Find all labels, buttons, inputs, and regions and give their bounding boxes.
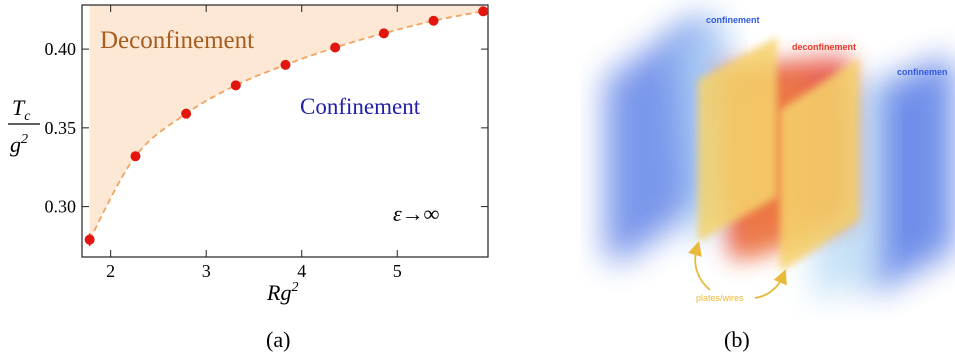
epsilon-limit-label: ε→∞: [393, 201, 440, 226]
data-point: [181, 108, 192, 119]
data-point: [478, 6, 489, 17]
data-point: [280, 59, 291, 70]
caption-b: (b): [724, 327, 750, 352]
plates-arrow-right: [754, 269, 787, 299]
plates-arrow-left: [688, 241, 711, 291]
caption-a: (a): [266, 327, 291, 352]
left-plate: [698, 37, 777, 242]
axis-ticks: 2 3 4 5 0.30 0.35 0.40: [45, 5, 488, 281]
y-tick-label: 0.30: [45, 197, 77, 217]
data-point: [84, 234, 95, 245]
data-point: [230, 80, 241, 91]
right-plate: [780, 58, 859, 272]
x-tick-label: 5: [393, 261, 402, 281]
fit-curve: [88, 10, 484, 241]
data-points: [84, 6, 489, 246]
svg-text:g2: g2: [10, 132, 28, 157]
data-point: [330, 42, 341, 53]
x-tick-label: 4: [297, 261, 306, 281]
svg-text:Tc: Tc: [12, 95, 31, 124]
data-point: [130, 151, 141, 162]
right-confinement-label: confinemen: [897, 67, 948, 77]
y-tick-label: 0.40: [45, 39, 77, 59]
phase-diagram-chart: 2 3 4 5 0.30 0.35 0.40 Deconfinement Confineme…: [8, 4, 489, 305]
x-axis-label: Rg2: [266, 280, 298, 305]
x-tick-label: 2: [106, 261, 115, 281]
left-confinement-label: confinement: [706, 15, 760, 25]
plot-frame: [81, 4, 489, 258]
y-axis-label: Tc g2: [8, 95, 40, 157]
data-point: [378, 28, 389, 39]
schematic-diagram: confinement deconfinement confinemen pla…: [605, 15, 955, 303]
deconfinement-region: [89, 5, 484, 240]
deconfinement-label: Deconfinement: [100, 27, 254, 54]
plates-wires-label: plates/wires: [696, 293, 744, 303]
y-tick-label: 0.35: [45, 118, 77, 138]
deconfinement-label-b: deconfinement: [792, 42, 856, 52]
x-tick-label: 3: [202, 261, 211, 281]
data-point: [428, 15, 439, 26]
confinement-label: Confinement: [300, 94, 421, 119]
